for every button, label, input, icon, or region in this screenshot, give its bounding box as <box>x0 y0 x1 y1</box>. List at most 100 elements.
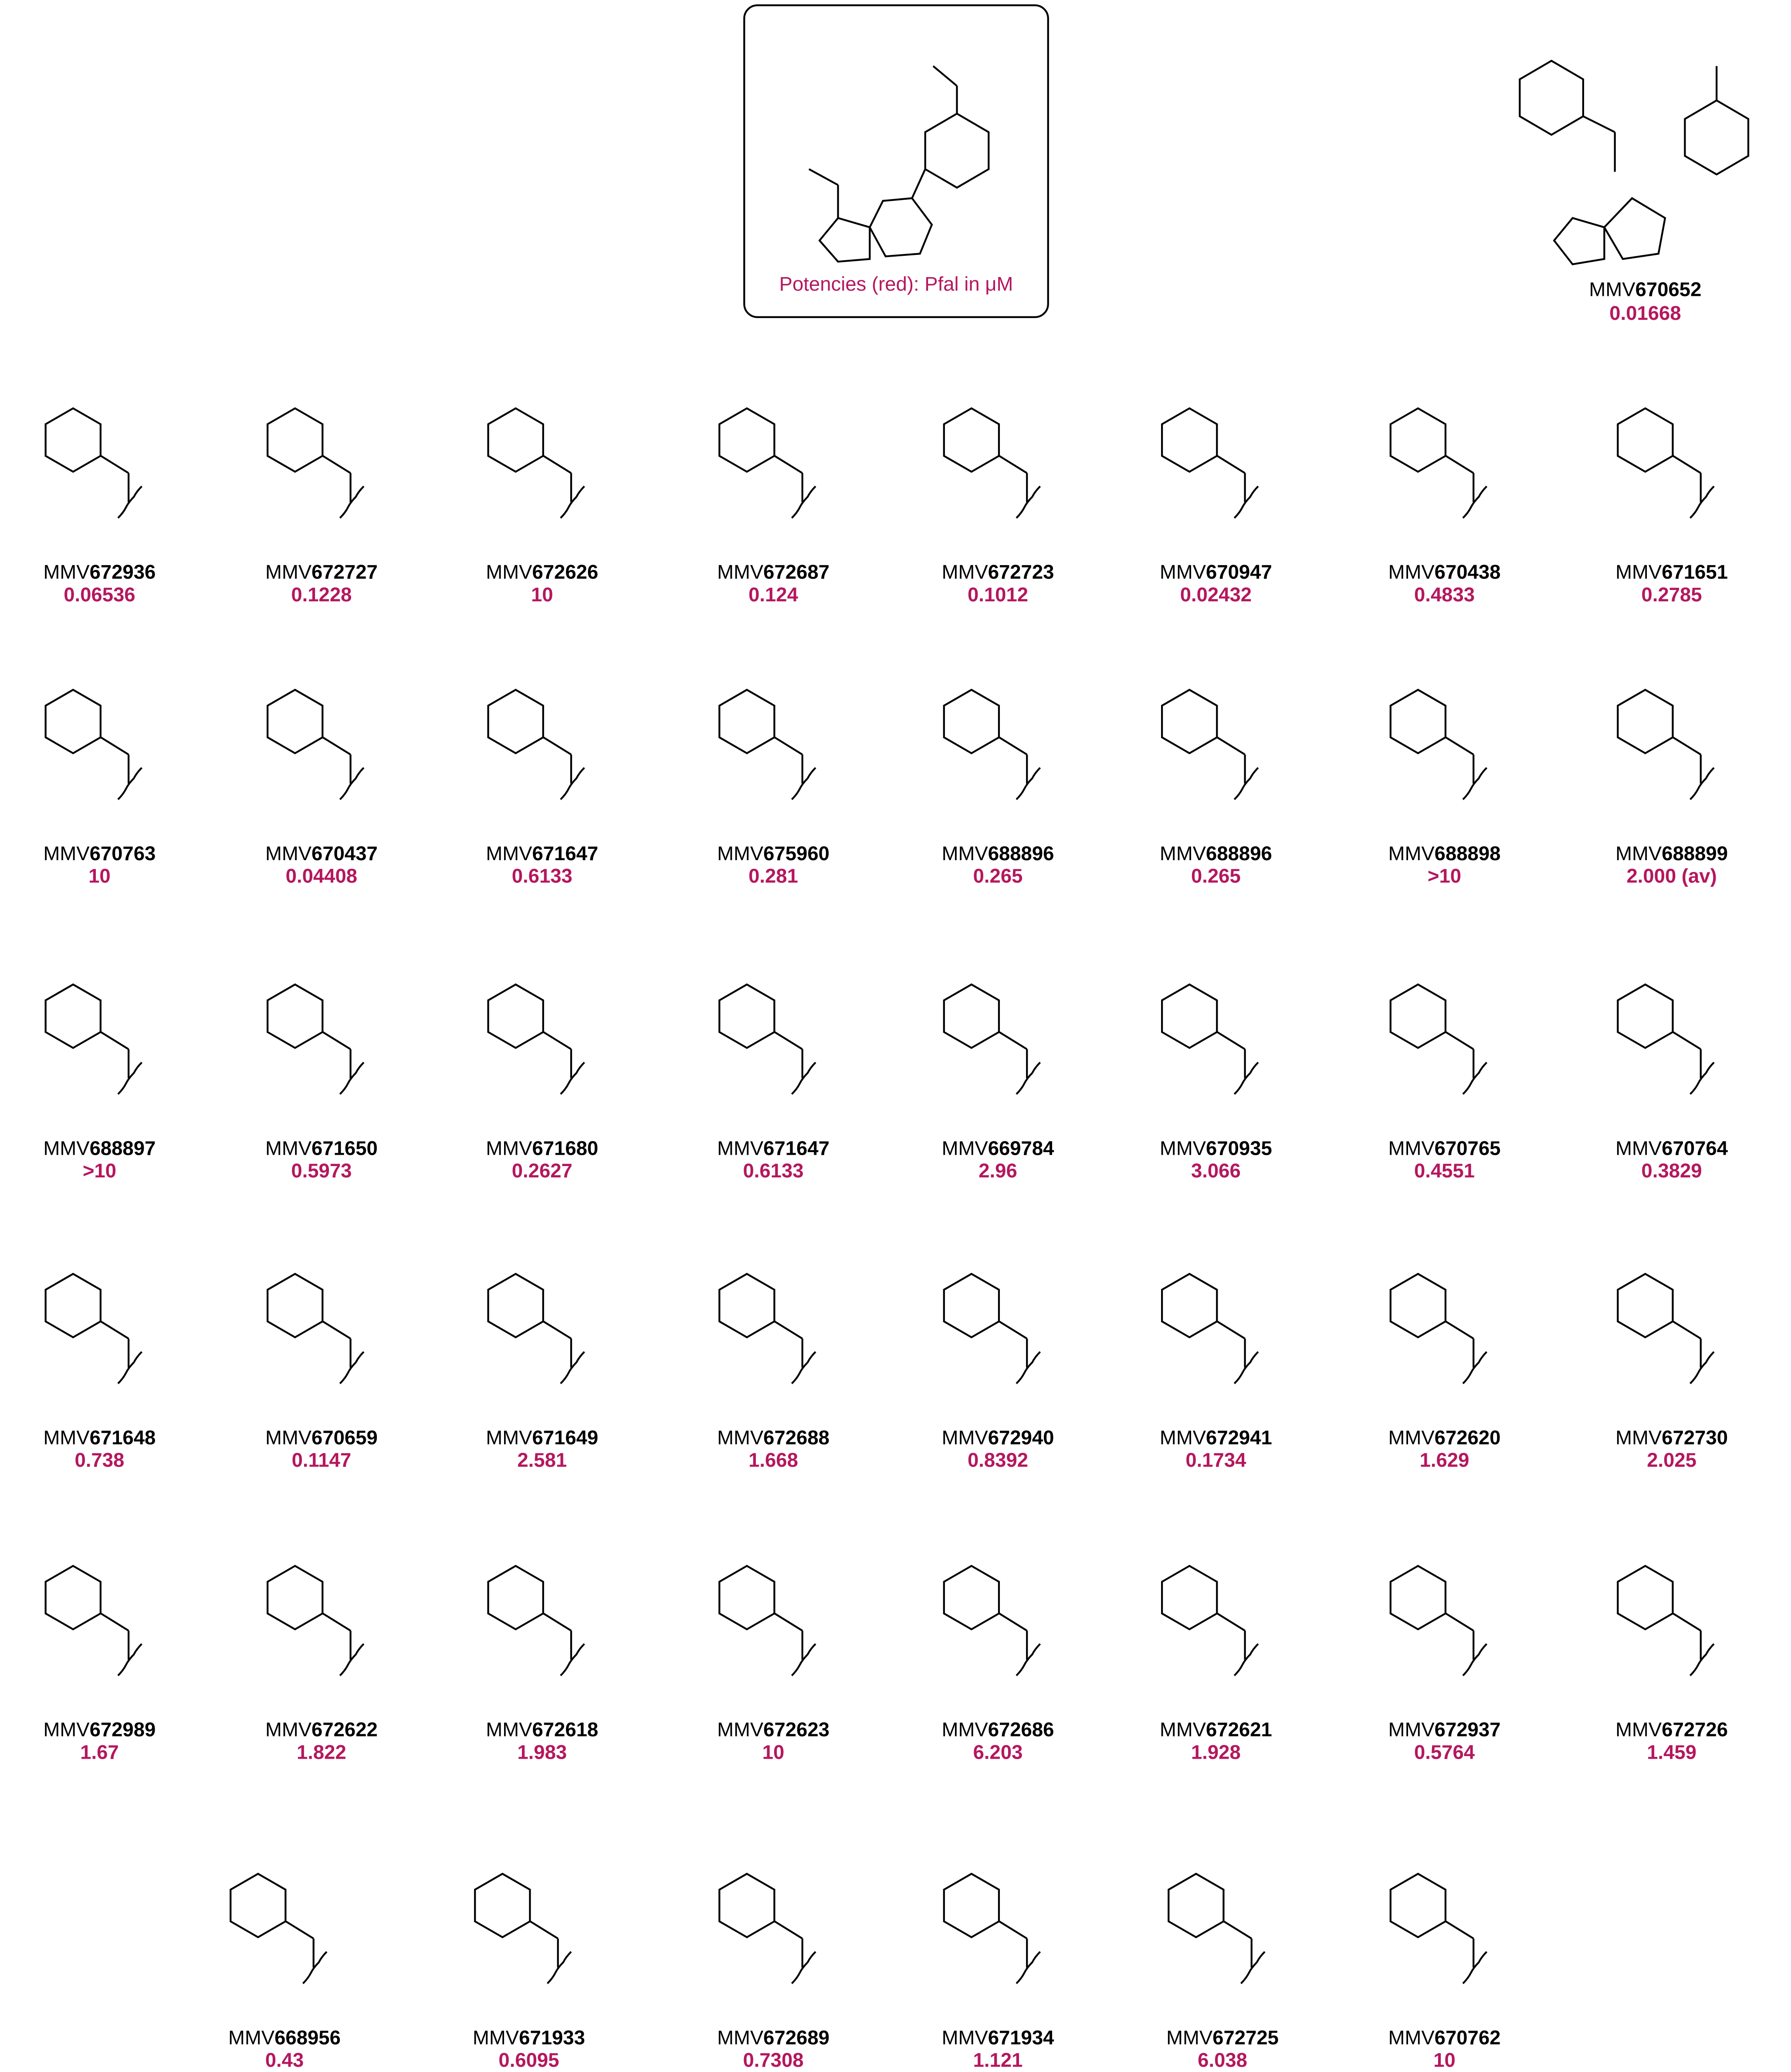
attachment <box>1016 485 1041 519</box>
ring <box>718 983 775 1049</box>
id-prefix: MMV <box>265 1719 312 1741</box>
id-number: 672726 <box>1662 1719 1728 1741</box>
structure <box>1389 407 1488 519</box>
compound-id: MMV670764 <box>1615 1137 1728 1159</box>
structure <box>1617 983 1715 1095</box>
id-number: 672686 <box>988 1719 1054 1741</box>
potency: 0.4551 <box>1414 1160 1475 1182</box>
attachment <box>339 1643 365 1676</box>
structure <box>267 983 365 1095</box>
potency: 0.04408 <box>286 865 357 887</box>
compound-id: MMV672726 <box>1615 1719 1728 1741</box>
bond <box>999 455 1028 474</box>
ring <box>1389 1565 1447 1631</box>
bond <box>999 1320 1028 1340</box>
bond <box>774 1031 803 1050</box>
potency: 2.96 <box>978 1160 1017 1182</box>
structure <box>487 1272 585 1384</box>
potency: 1.629 <box>1420 1449 1469 1471</box>
potency: 0.124 <box>748 583 798 606</box>
compound-id: MMV688896 <box>942 842 1054 865</box>
id-number: 671933 <box>519 2026 585 2048</box>
bond <box>999 1612 1028 1631</box>
compound-id: MMV672730 <box>1615 1427 1728 1449</box>
bond <box>1445 1031 1474 1050</box>
potency: 1.121 <box>973 2049 1023 2071</box>
compound-id: MMV672689 <box>717 2026 829 2048</box>
potency: 0.5973 <box>291 1160 352 1182</box>
structure <box>267 688 365 800</box>
id-number: 671680 <box>532 1137 598 1159</box>
attachment <box>1016 767 1041 800</box>
ring <box>943 983 1000 1049</box>
structure <box>267 1272 365 1384</box>
structure <box>1161 1565 1259 1676</box>
attachment <box>1689 485 1715 519</box>
id-prefix: MMV <box>942 1719 989 1741</box>
id-prefix: MMV <box>717 561 764 583</box>
structure <box>267 407 365 519</box>
structure <box>943 983 1041 1095</box>
structure <box>943 688 1041 800</box>
id-prefix: MMV <box>942 1137 989 1159</box>
ring <box>1389 688 1447 754</box>
id-number: 672689 <box>763 2026 829 2048</box>
compound-id: MMV672687 <box>717 561 829 583</box>
id-prefix: MMV <box>717 1137 764 1159</box>
compound-id: MMV688897 <box>43 1137 156 1159</box>
attachment <box>791 1351 816 1384</box>
structure <box>1161 407 1259 519</box>
attachment <box>1462 1351 1488 1384</box>
structure <box>943 1272 1041 1384</box>
attachment <box>560 1061 585 1095</box>
compound-id: MMV675960 <box>717 842 829 865</box>
id-number: 668956 <box>274 2026 341 2048</box>
id-number: 672723 <box>988 561 1054 583</box>
compound-id: MMV668956 <box>228 2026 341 2048</box>
bond <box>543 736 572 756</box>
id-number: 672623 <box>763 1719 829 1741</box>
attachment <box>339 1061 365 1095</box>
ring <box>718 1872 775 1939</box>
id-number: 671648 <box>90 1427 156 1449</box>
compound-id: MMV688899 <box>1615 842 1728 865</box>
ring <box>1161 1565 1218 1631</box>
bond <box>1673 455 1701 474</box>
ring <box>1168 1872 1225 1939</box>
id-prefix: MMV <box>1160 561 1206 583</box>
attachment <box>791 1643 816 1676</box>
id-prefix: MMV <box>1166 2026 1213 2048</box>
potency: 0.281 <box>748 865 798 887</box>
ring <box>718 1272 775 1339</box>
attachment <box>791 485 816 519</box>
id-prefix: MMV <box>43 561 90 583</box>
bond <box>1445 736 1474 756</box>
potency: 3.066 <box>1191 1160 1241 1182</box>
potency: 1.668 <box>748 1449 798 1471</box>
potency: 0.02432 <box>1180 583 1252 606</box>
attachment <box>339 767 365 800</box>
bond <box>322 1320 351 1340</box>
potency: 0.265 <box>1191 865 1241 887</box>
attachment <box>1462 485 1488 519</box>
id-number: 670652 <box>1635 278 1702 300</box>
legend-caption: Potencies (red): Pfal in μM <box>779 273 1013 295</box>
structure <box>1617 1565 1715 1676</box>
id-prefix: MMV <box>1388 2026 1435 2048</box>
bond <box>285 1920 314 1940</box>
ring <box>474 1872 531 1939</box>
ring <box>487 1565 544 1631</box>
ring <box>1161 1272 1218 1339</box>
id-prefix: MMV <box>1615 1137 1662 1159</box>
potency: 0.1012 <box>968 583 1028 606</box>
